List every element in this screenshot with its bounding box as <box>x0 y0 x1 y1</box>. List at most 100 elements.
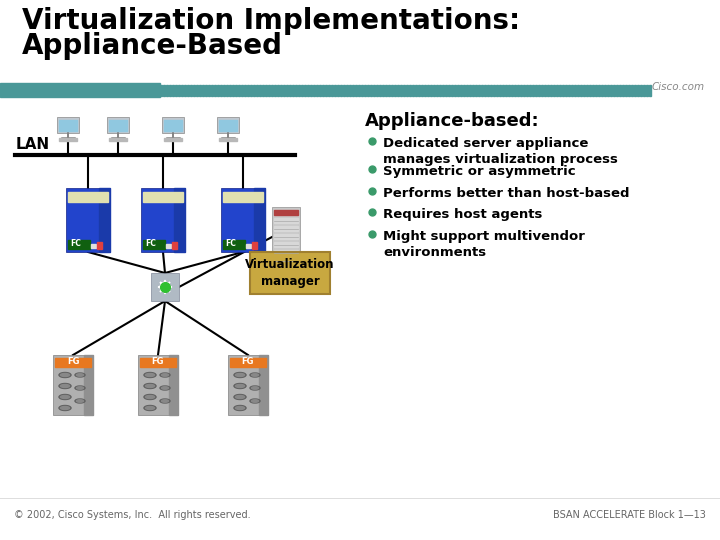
Ellipse shape <box>59 383 71 388</box>
Bar <box>235 85 236 96</box>
Bar <box>460 85 462 96</box>
Bar <box>433 85 434 96</box>
Ellipse shape <box>60 384 70 388</box>
Bar <box>445 85 446 96</box>
Bar <box>637 85 639 96</box>
Bar <box>430 85 431 96</box>
Bar <box>496 85 498 96</box>
Bar <box>178 85 179 96</box>
Bar <box>221 188 265 252</box>
Bar <box>508 85 510 96</box>
Bar <box>403 85 405 96</box>
Bar <box>379 85 380 96</box>
Bar <box>559 85 560 96</box>
Bar <box>457 85 459 96</box>
Bar <box>163 85 164 96</box>
Bar <box>571 85 572 96</box>
Bar <box>427 85 428 96</box>
Bar <box>463 85 464 96</box>
Bar <box>265 85 266 96</box>
Text: FG: FG <box>67 357 79 367</box>
Bar <box>138 355 178 415</box>
Bar <box>244 85 246 96</box>
Bar <box>343 85 344 96</box>
Bar <box>217 85 218 96</box>
Ellipse shape <box>60 395 70 399</box>
Ellipse shape <box>251 374 258 376</box>
Bar <box>574 85 575 96</box>
Bar <box>53 355 93 415</box>
Text: Might support multivendor
environments: Might support multivendor environments <box>383 230 585 260</box>
Bar <box>355 85 356 96</box>
Bar <box>625 85 626 96</box>
Bar <box>442 85 444 96</box>
Bar <box>583 85 585 96</box>
Bar <box>472 85 474 96</box>
Bar <box>505 85 506 96</box>
Bar <box>66 188 110 252</box>
Bar <box>340 85 341 96</box>
Bar <box>109 138 127 141</box>
Bar <box>610 85 611 96</box>
Bar <box>226 85 228 96</box>
Bar <box>274 258 298 263</box>
Bar <box>598 85 600 96</box>
Bar <box>544 85 546 96</box>
Bar <box>0 498 720 540</box>
Bar <box>490 85 492 96</box>
Bar <box>424 85 426 96</box>
Bar <box>181 85 182 96</box>
Bar <box>562 85 564 96</box>
Bar <box>166 244 171 248</box>
Text: FC: FC <box>145 239 156 248</box>
Bar <box>643 85 644 96</box>
Bar <box>613 85 614 96</box>
Bar <box>412 85 413 96</box>
Bar <box>415 85 416 96</box>
Bar <box>277 85 279 96</box>
Bar <box>91 244 96 248</box>
Bar <box>259 85 261 96</box>
Bar <box>421 85 423 96</box>
Bar <box>292 85 294 96</box>
Bar <box>151 273 179 301</box>
Ellipse shape <box>235 374 245 376</box>
Bar <box>175 85 176 96</box>
Bar <box>649 85 650 96</box>
Bar <box>529 85 531 96</box>
Bar <box>232 85 233 96</box>
Bar <box>568 85 570 96</box>
Bar <box>274 234 298 239</box>
Ellipse shape <box>60 374 70 376</box>
Bar <box>601 85 603 96</box>
Bar <box>199 85 200 96</box>
Bar <box>469 85 470 96</box>
Ellipse shape <box>76 387 84 389</box>
Bar <box>241 85 243 96</box>
Bar <box>481 85 482 96</box>
Bar <box>622 85 624 96</box>
Bar <box>184 85 186 96</box>
Text: Symmetric or asymmetric: Symmetric or asymmetric <box>383 165 575 178</box>
Bar <box>382 85 384 96</box>
Bar <box>634 85 636 96</box>
Bar <box>397 85 398 96</box>
Ellipse shape <box>161 374 168 376</box>
Bar <box>252 242 257 249</box>
Bar <box>219 138 237 141</box>
Bar <box>162 117 184 133</box>
Ellipse shape <box>234 395 246 400</box>
Bar <box>187 85 189 96</box>
Bar <box>484 85 485 96</box>
Ellipse shape <box>75 399 85 403</box>
Bar <box>310 85 312 96</box>
Bar <box>262 85 264 96</box>
Bar <box>143 192 183 202</box>
Bar <box>219 119 237 131</box>
Ellipse shape <box>161 400 168 402</box>
Bar <box>57 117 78 133</box>
Bar <box>592 85 593 96</box>
Bar <box>272 207 300 267</box>
Bar <box>334 85 336 96</box>
Bar <box>520 85 521 96</box>
